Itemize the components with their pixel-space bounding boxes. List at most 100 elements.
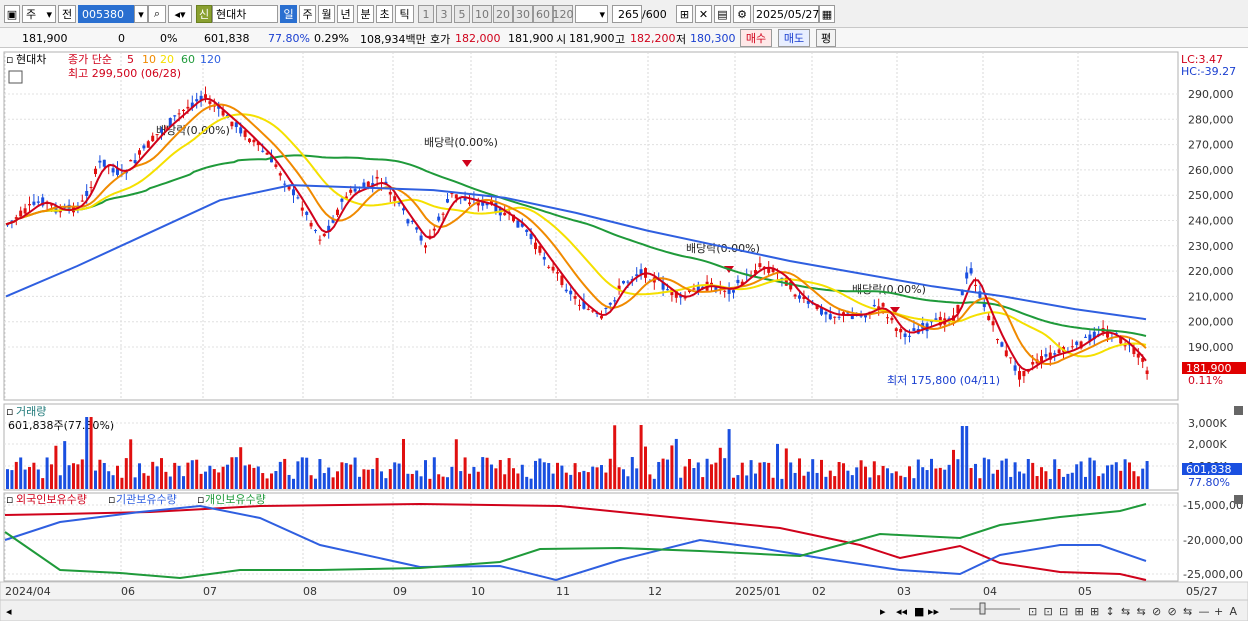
volume-bar — [116, 465, 119, 489]
candle-body — [1132, 347, 1136, 355]
speaker-icon[interactable]: ◂▾ — [168, 5, 192, 23]
chart-tool-icon[interactable]: ⊡ — [1028, 605, 1037, 618]
chart-tool-icon[interactable]: ⊞ — [1075, 605, 1084, 618]
lc-label: LC:3.47 — [1181, 53, 1223, 66]
chart-tool-icon[interactable]: ⇆ — [1121, 605, 1130, 618]
eval-button[interactable]: 평 — [816, 29, 836, 47]
prev-button[interactable]: 전 — [58, 5, 76, 23]
zoom-slider-handle[interactable] — [979, 602, 986, 615]
period-year-button[interactable]: 년 — [337, 5, 354, 23]
chart-tool-icon[interactable]: ⊞ — [1090, 605, 1099, 618]
rewind-icon[interactable]: ◂◂ — [896, 605, 908, 618]
volume-bar — [160, 458, 163, 489]
panel-close-icon[interactable] — [1234, 406, 1243, 415]
interval-3-button[interactable]: 3 — [436, 5, 452, 23]
count-input[interactable]: 265 — [612, 5, 642, 23]
volume-bar — [85, 417, 89, 489]
candle-body — [512, 214, 515, 222]
period-second-button[interactable]: 초 — [376, 5, 393, 23]
candle-body — [740, 281, 744, 285]
volume-bar — [107, 471, 111, 489]
period-minute-button[interactable]: 분 — [357, 5, 374, 23]
window-icon[interactable]: ▣ — [4, 5, 20, 23]
volume-bar — [1062, 476, 1065, 489]
chevron-down-icon[interactable]: ▾ — [134, 5, 148, 23]
interval-20-button[interactable]: 20 — [493, 5, 513, 23]
search-icon[interactable]: ⌕ — [148, 5, 166, 23]
scroll-bar[interactable] — [0, 599, 1248, 621]
scroll-left-icon[interactable]: ◂ — [6, 605, 12, 618]
candle-body — [344, 196, 348, 199]
interval-10-button[interactable]: 10 — [472, 5, 492, 23]
candle-body — [28, 204, 31, 206]
candle-body — [296, 197, 300, 199]
volume-bar — [490, 464, 493, 489]
interval-60-button[interactable]: 60 — [533, 5, 553, 23]
volume-bar — [1013, 462, 1017, 489]
market-select[interactable]: 주 ▾ — [22, 5, 56, 23]
candle-body — [727, 287, 731, 294]
chart-tool-icon[interactable]: ⊘ — [1152, 605, 1161, 618]
save-icon[interactable]: ▤ — [714, 5, 731, 23]
candle-body — [820, 307, 823, 315]
interval-5-button[interactable]: 5 — [454, 5, 470, 23]
sell-button[interactable]: 매도 — [778, 29, 810, 47]
candle-body — [239, 127, 243, 134]
chart-tool-icon[interactable]: ⊡ — [1059, 605, 1068, 618]
new-badge: 신 — [196, 5, 212, 23]
volume-bar — [732, 477, 735, 489]
chart-tool-icon[interactable]: ⇆ — [1183, 605, 1192, 618]
quote-ask: 182,000 — [455, 32, 501, 45]
quote-ask-label: 호가 — [430, 32, 451, 46]
candle-body — [789, 281, 793, 290]
volume-current-label: 601,838 — [1186, 463, 1232, 476]
volume-bar — [952, 449, 955, 489]
chart-tool-icon[interactable]: ⇆ — [1137, 605, 1146, 618]
date-input[interactable]: 2025/05/27 — [753, 5, 819, 23]
code-input[interactable]: 005380 — [78, 5, 136, 23]
volume-bar — [1009, 476, 1013, 489]
gear-icon[interactable]: ⚙ — [733, 5, 751, 23]
chart-tool-icon[interactable]: A — [1230, 605, 1238, 618]
quote-turnover-pct: 0.29% — [314, 32, 349, 45]
volume-bar — [481, 457, 485, 489]
x-axis-bar — [0, 581, 1248, 601]
stock-name-field[interactable]: 현대차 — [212, 5, 278, 23]
candle-body — [626, 281, 630, 283]
volume-bar — [718, 447, 722, 489]
candle-body — [987, 315, 991, 321]
period-day-button[interactable]: 일 — [280, 5, 297, 23]
chart-tool-icon[interactable]: + — [1214, 605, 1223, 618]
volume-bar — [1132, 471, 1136, 489]
interval-120-button[interactable]: 120 — [553, 5, 574, 23]
interval-1-button[interactable]: 1 — [418, 5, 434, 23]
volume-bar — [212, 469, 216, 489]
volume-bar — [1018, 471, 1021, 489]
chart-tool-icon[interactable]: ⊡ — [1044, 605, 1053, 618]
candle-body — [754, 270, 757, 274]
buy-button[interactable]: 매수 — [740, 29, 772, 47]
calendar-icon[interactable]: ▦ — [819, 5, 835, 23]
chart-tool-icon[interactable]: ⊞ — [676, 5, 693, 23]
interval-select[interactable]: ▾ — [575, 5, 608, 23]
price-y-tick: 250,000 — [1188, 189, 1234, 202]
chart-tool-icon[interactable]: ↕ — [1106, 605, 1115, 618]
stop-icon[interactable]: ■ — [914, 605, 924, 618]
volume-bar — [239, 447, 243, 489]
period-month-button[interactable]: 월 — [318, 5, 335, 23]
volume-bar — [314, 478, 317, 489]
chart-tool-icon[interactable]: — — [1199, 605, 1210, 618]
chart-tool-icon[interactable]: ⊘ — [1168, 605, 1177, 618]
x-tick-label: 05 — [1078, 585, 1092, 598]
volume-bar — [534, 460, 537, 489]
interval-30-button[interactable]: 30 — [513, 5, 533, 23]
volume-bar — [243, 465, 247, 489]
period-week-button[interactable]: 주 — [299, 5, 316, 23]
panel-settings-icon[interactable] — [8, 70, 23, 84]
fast-forward-icon[interactable]: ▸▸ — [928, 605, 940, 618]
period-tick-button[interactable]: 틱 — [395, 5, 414, 23]
scroll-right-icon[interactable]: ▸ — [880, 605, 886, 618]
panel-close-icon[interactable] — [1234, 495, 1243, 504]
crosshair-icon[interactable]: ✕ — [695, 5, 712, 23]
